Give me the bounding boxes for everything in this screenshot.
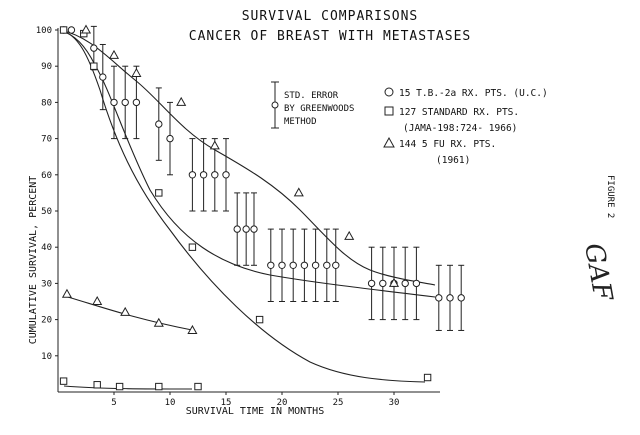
y-axis-label: CUMULATIVE SURVIVAL, PERCENT (28, 176, 39, 345)
triangle-tail-point (92, 295, 103, 305)
square-series-curve (59, 29, 426, 383)
x-tick-label: 30 (389, 398, 400, 408)
triangle-series-curve (59, 29, 436, 286)
circle-point (332, 261, 340, 269)
triangle-tail-point (153, 317, 164, 327)
circle-point (267, 261, 275, 269)
square-point (188, 243, 197, 251)
legend-triangle-reference: (1961) (436, 155, 470, 166)
legend-circle-marker (384, 87, 394, 97)
circle-point (188, 171, 197, 179)
circle-point (379, 279, 387, 288)
triangle-point (131, 67, 142, 77)
triangle-point (108, 49, 120, 59)
error-note-line-2: BY GREENWOODS (284, 104, 354, 114)
y-tick-label: 70 (41, 135, 52, 145)
square-point (155, 189, 163, 197)
triangle-point (80, 24, 92, 34)
error-bar-symbol (271, 81, 279, 129)
circle-point (323, 261, 331, 269)
circle-point (311, 261, 320, 269)
y-tick-label: 80 (41, 98, 52, 108)
y-ticks: 10 20 30 40 50 60 70 80 90 100 (36, 26, 58, 362)
square-point (59, 26, 68, 34)
y-tick-label: 40 (41, 243, 52, 253)
circle-point (300, 261, 309, 269)
triangle-point (344, 230, 355, 240)
legend-square-reference: (JAMA-198:724- 1966) (403, 123, 517, 134)
circle-point (211, 171, 219, 179)
circle-point (367, 279, 376, 288)
figure-number-note: FIGURE 2 (605, 175, 615, 218)
square-tail-point (115, 382, 124, 391)
legend-square-label: 127 STANDARD RX. PTS. (399, 107, 519, 118)
y-tick-label: 50 (41, 207, 52, 217)
legend-triangle-marker (383, 136, 395, 148)
legend-circle-label: 15 T.B.-2a RX. PTS. (U.C.) (399, 88, 548, 99)
error-note-line-1: STD. ERROR (284, 91, 339, 101)
triangle-point (209, 140, 220, 150)
square-point (423, 373, 432, 382)
square-point (90, 62, 98, 70)
legend: STD. ERROR BY GREENWOODS METHOD 15 T.B.-… (271, 81, 548, 166)
circle-point (401, 279, 409, 288)
circle-series-curve (59, 29, 436, 298)
triangle-point (388, 277, 400, 287)
square-tail-point (194, 382, 202, 391)
circle-point (90, 44, 98, 52)
circle-point (289, 261, 297, 269)
circle-point (121, 98, 129, 107)
circle-point (242, 225, 250, 233)
data-marks (59, 24, 465, 391)
circle-point (222, 171, 230, 179)
triangle-point (176, 96, 187, 106)
x-axis-label: SURVIVAL TIME IN MONTHS (186, 406, 324, 417)
error-note-line-3: METHOD (284, 117, 317, 127)
circle-point (278, 261, 286, 269)
circle-point (155, 120, 163, 128)
triangle-tail-point (120, 306, 131, 316)
circle-point (132, 98, 141, 107)
circle-point (99, 73, 107, 81)
triangle-tail-point (187, 324, 198, 334)
circle-point (412, 279, 421, 288)
square-tail-point (155, 382, 163, 391)
triangle-tail-point (61, 288, 73, 298)
y-tick-label: 30 (41, 279, 52, 289)
x-tick-label: 15 (221, 398, 232, 408)
y-tick-label: 60 (41, 171, 52, 181)
x-tick-label: 10 (165, 398, 176, 408)
y-tick-label: 90 (41, 62, 52, 72)
circle-point (199, 171, 208, 179)
x-tick-label: 5 (111, 398, 116, 408)
legend-triangle-label: 144 5 FU RX. PTS. (399, 139, 496, 150)
y-tick-label: 100 (36, 26, 52, 36)
handwritten-initials: GAF (578, 241, 618, 304)
square-point (255, 315, 264, 324)
triangle-point (293, 187, 304, 197)
triangle-tail-curve (63, 295, 193, 331)
square-tail-point (93, 381, 101, 389)
legend-square-marker (384, 106, 394, 116)
circle-point (233, 225, 241, 233)
circle-point (435, 294, 443, 302)
y-tick-label: 10 (41, 352, 52, 362)
chart-subtitle: CANCER OF BREAST WITH METASTASES (189, 29, 471, 44)
circle-point (446, 294, 454, 302)
circle-point (250, 225, 258, 233)
y-tick-label: 20 (41, 316, 52, 326)
square-tail-point (59, 377, 68, 385)
x-tick-label: 25 (333, 398, 344, 408)
circle-point (457, 294, 465, 302)
circle-point (110, 98, 118, 107)
circle-point (67, 26, 76, 34)
circle-point (166, 134, 174, 143)
x-ticks: 5 10 15 20 25 30 (111, 392, 399, 408)
chart-title: SURVIVAL COMPARISONS (242, 9, 419, 24)
x-tick-label: 20 (277, 398, 288, 408)
square-tail-curve (63, 385, 193, 390)
